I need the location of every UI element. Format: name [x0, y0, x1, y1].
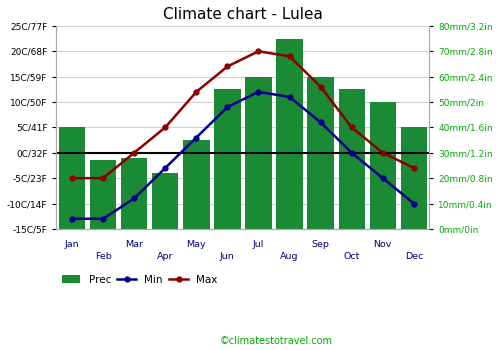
Bar	[276, 38, 303, 229]
Text: Sep: Sep	[312, 240, 330, 249]
Bar	[214, 89, 240, 229]
Bar	[370, 102, 396, 229]
Text: Jun: Jun	[220, 252, 235, 261]
Text: Nov: Nov	[374, 240, 392, 249]
Text: Jul: Jul	[253, 240, 264, 249]
Text: Oct: Oct	[344, 252, 360, 261]
Bar	[338, 89, 365, 229]
Bar	[121, 158, 148, 229]
Text: Aug: Aug	[280, 252, 299, 261]
Bar	[90, 160, 117, 229]
Text: Feb: Feb	[94, 252, 112, 261]
Text: May: May	[186, 240, 206, 249]
Bar	[400, 127, 427, 229]
Legend: Prec, Min, Max: Prec, Min, Max	[62, 275, 218, 285]
Text: Mar: Mar	[125, 240, 143, 249]
Bar	[246, 77, 272, 229]
Text: Apr: Apr	[157, 252, 174, 261]
Title: Climate chart - Lulea: Climate chart - Lulea	[163, 7, 323, 22]
Bar	[308, 77, 334, 229]
Bar	[183, 140, 210, 229]
Text: Jan: Jan	[64, 240, 80, 249]
Bar	[59, 127, 85, 229]
Text: ©climatestotravel.com: ©climatestotravel.com	[220, 336, 333, 346]
Bar	[152, 173, 178, 229]
Text: Dec: Dec	[404, 252, 423, 261]
